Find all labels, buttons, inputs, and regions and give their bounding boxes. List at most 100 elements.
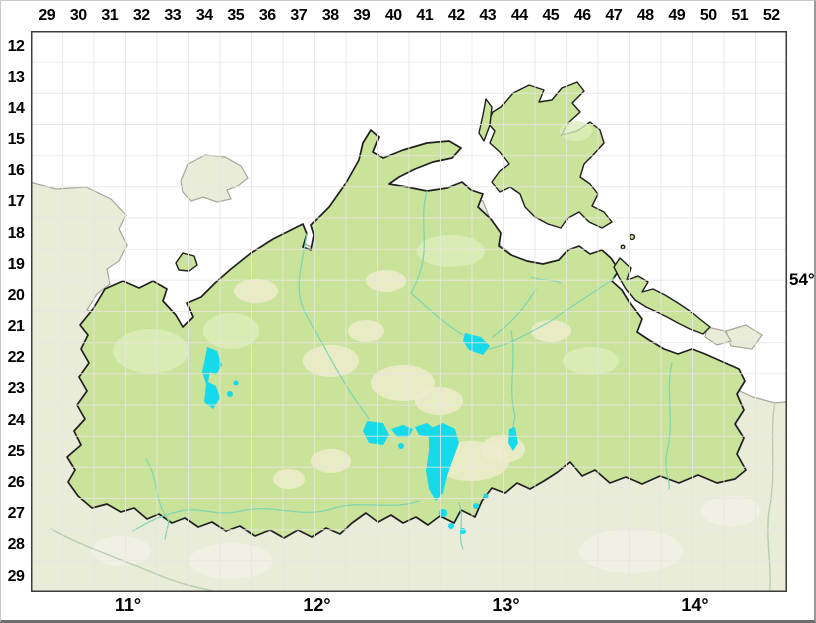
small-lake [473, 503, 479, 509]
column-label: 41 [416, 7, 434, 24]
column-label: 33 [164, 7, 182, 24]
terrain-patch [311, 449, 351, 473]
row-label: 27 [7, 505, 25, 523]
terrain-patch [415, 387, 463, 415]
mueritz [426, 423, 459, 501]
terrain-patch [560, 121, 592, 141]
column-label: 44 [510, 7, 528, 24]
terrain-patch [91, 536, 151, 566]
peene-branch [492, 288, 537, 338]
column-label: 46 [573, 7, 591, 24]
small-lake [227, 391, 233, 397]
uecker-river [665, 362, 673, 490]
tollensesee [508, 427, 518, 451]
small-lake [398, 443, 404, 449]
column-label: 50 [699, 7, 717, 24]
column-label: 42 [447, 7, 465, 24]
recknitz-river [410, 190, 428, 294]
peene-river-west [410, 292, 464, 336]
ruegen-island [487, 81, 613, 229]
column-label: 51 [731, 7, 749, 24]
column-label: 34 [195, 7, 213, 24]
oie-islet [628, 233, 636, 241]
small-lake [233, 380, 239, 386]
column-label: 37 [290, 7, 308, 24]
row-label: 18 [7, 224, 25, 242]
row-label: 28 [7, 536, 25, 554]
column-label: 52 [762, 7, 780, 24]
row-label: 12 [7, 37, 25, 55]
terrain-patch [303, 345, 359, 377]
map-border [31, 31, 787, 592]
poel-island [175, 252, 198, 272]
row-labels: 12 13 14 15 16 17 18 19 20 21 22 23 24 25 26 27 28 29 [1, 31, 31, 592]
column-label: 30 [69, 7, 87, 24]
terrain-patch [234, 279, 278, 303]
row-label: 15 [7, 131, 25, 149]
row-label: 19 [7, 255, 25, 273]
map-svg[interactable] [31, 31, 787, 592]
small-lake [460, 528, 466, 534]
hiddensee-island [478, 98, 493, 142]
column-label: 29 [38, 7, 56, 24]
column-header: 29 30 31 32 33 34 35 36 37 38 39 40 41 42 43 44 45 46 47 48… [31, 1, 787, 31]
column-label: 38 [321, 7, 339, 24]
peene-river-east [488, 277, 616, 350]
small-lake [483, 493, 489, 499]
row-label: 20 [7, 286, 25, 304]
row-label: 25 [7, 442, 25, 460]
ruden-islet [620, 244, 626, 250]
row-label: 22 [7, 349, 25, 367]
terrain-patch [579, 529, 683, 573]
lakes [202, 333, 518, 534]
terrain-patch [701, 496, 761, 526]
column-label: 49 [668, 7, 686, 24]
fleesensee [391, 425, 413, 437]
column-label: 45 [542, 7, 560, 24]
row-label: 26 [7, 473, 25, 491]
oder-river [767, 402, 776, 592]
plauer-see [363, 421, 389, 445]
longitude-strip: 11° 12° 13° 14° [31, 593, 787, 620]
column-label: 40 [384, 7, 402, 24]
terrain-patch [113, 329, 189, 373]
terrain-patch [531, 320, 571, 342]
column-label: 32 [132, 7, 150, 24]
tollense-river [510, 330, 516, 432]
mtb-gridlines [31, 31, 787, 592]
column-label: 43 [479, 7, 497, 24]
terrain-patch [417, 235, 485, 267]
terrain-patch [273, 469, 305, 489]
latitude-label: 54° [789, 270, 815, 289]
longitude-label: 11° [114, 595, 142, 615]
row-label: 14 [7, 99, 25, 117]
column-label: 36 [258, 7, 276, 24]
longitude-label: 13° [492, 595, 520, 615]
column-label: 39 [353, 7, 371, 24]
havel-river [458, 502, 464, 550]
schweriner-see [202, 347, 222, 409]
row-label: 21 [7, 318, 25, 336]
row-label: 23 [7, 380, 25, 398]
terrain-patch [366, 270, 406, 292]
small-lake [448, 523, 454, 529]
row-label: 16 [7, 162, 25, 180]
terrain-patch [203, 313, 259, 349]
row-label: 29 [7, 567, 25, 585]
terrain-patches [113, 121, 619, 489]
row-label: 24 [7, 411, 25, 429]
kummerower-see [463, 333, 490, 355]
elde-river [132, 500, 420, 532]
column-label: 31 [101, 7, 119, 24]
longitude-label: 12° [303, 595, 331, 615]
longitude-label: 14° [681, 595, 709, 615]
map-canvas[interactable] [31, 31, 787, 592]
column-label: 47 [605, 7, 623, 24]
terrain-patch [563, 347, 619, 375]
row-label: 17 [7, 193, 25, 211]
rivers [132, 190, 673, 550]
column-label: 35 [227, 7, 245, 24]
terrain-patch [348, 320, 384, 342]
row-label: 13 [7, 68, 25, 86]
